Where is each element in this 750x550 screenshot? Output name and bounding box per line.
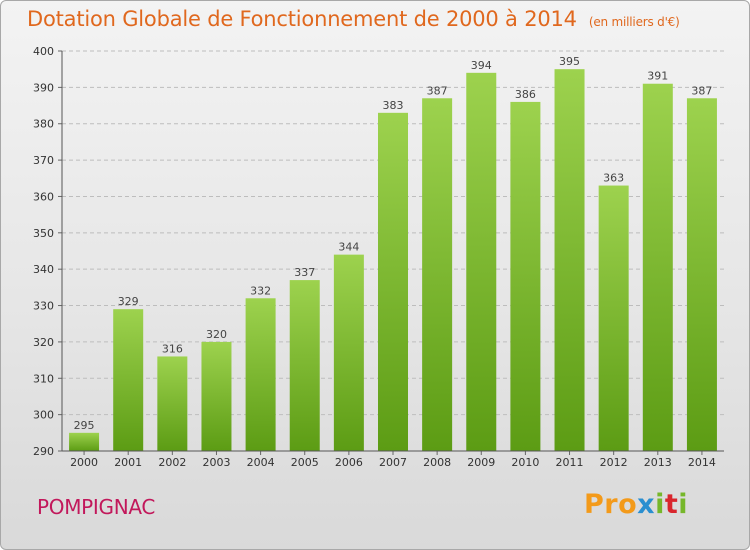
bar-value-label: 391 (647, 70, 668, 83)
x-axis-ticks: 2000 2001 2002 2003 2004 2005 2006 2007 2008 2009… (70, 451, 716, 469)
bar-value-label: 320 (206, 328, 227, 341)
y-tick-label: 360 (33, 190, 54, 203)
bar-value-label: 295 (74, 419, 95, 432)
bar (510, 101, 541, 451)
y-tick-label: 400 (33, 45, 54, 58)
chart-title: Dotation Globale de Fonctionnement de 20… (27, 7, 680, 31)
y-tick-label: 380 (33, 118, 54, 131)
y-tick-label: 390 (33, 81, 54, 94)
bar-value-label: 394 (471, 59, 492, 72)
y-tick-label: 330 (33, 300, 54, 313)
x-tick-label: 2009 (467, 456, 495, 469)
x-tick-label: 2001 (114, 456, 142, 469)
bars (69, 69, 717, 452)
bar (642, 83, 673, 452)
x-tick-label: 2003 (202, 456, 230, 469)
chart-title-text: Dotation Globale de Fonctionnement de 20… (27, 7, 577, 31)
bar (113, 309, 144, 451)
x-tick-label: 2002 (158, 456, 186, 469)
x-tick-label: 2010 (511, 456, 539, 469)
y-axis-ticks: 290 300 310 320 330 340 350 360 370 380 390 400 (33, 45, 62, 458)
bar (289, 280, 320, 451)
bar-value-label: 363 (603, 172, 624, 185)
bar (245, 298, 276, 451)
bar-value-label: 387 (427, 84, 448, 97)
bar (598, 185, 629, 451)
x-tick-label: 2012 (600, 456, 628, 469)
x-tick-label: 2005 (291, 456, 319, 469)
chart-unit: (en milliers d'€) (588, 15, 680, 29)
y-tick-label: 310 (33, 372, 54, 385)
y-tick-label: 300 (33, 409, 54, 422)
bar (378, 112, 408, 452)
x-tick-label: 2014 (688, 456, 716, 469)
bar (686, 98, 717, 451)
value-labels: 295 329 316 320 332 337 344 383 387 394 386 395 363 3… (74, 55, 713, 432)
bar-value-label: 344 (338, 241, 359, 254)
bar (466, 72, 497, 452)
proxiti-logo: Proxiti (584, 489, 689, 520)
bar (69, 432, 100, 451)
bar-value-label: 387 (691, 84, 712, 97)
x-tick-label: 2006 (335, 456, 363, 469)
x-tick-label: 2008 (423, 456, 451, 469)
y-tick-label: 320 (33, 336, 54, 349)
y-tick-label: 370 (33, 154, 54, 167)
x-tick-label: 2000 (70, 456, 98, 469)
x-tick-label: 2007 (379, 456, 407, 469)
bar (201, 341, 232, 451)
x-tick-label: 2011 (556, 456, 584, 469)
x-tick-label: 2004 (247, 456, 275, 469)
axes (61, 51, 724, 452)
bar (554, 69, 585, 451)
y-tick-label: 290 (33, 445, 54, 458)
bar-value-label: 329 (118, 295, 139, 308)
bar-value-label: 337 (294, 266, 315, 279)
bar-value-label: 395 (559, 55, 580, 68)
bar-value-label: 316 (162, 342, 183, 355)
bar-value-label: 332 (250, 284, 271, 297)
bar (422, 98, 453, 451)
bar-value-label: 383 (383, 99, 404, 112)
x-tick-label: 2013 (644, 456, 672, 469)
bar (333, 254, 364, 451)
bar (157, 356, 188, 451)
bar-value-label: 386 (515, 88, 536, 101)
commune-name: POMPIGNAC (37, 495, 156, 519)
y-tick-label: 340 (33, 263, 54, 276)
y-tick-label: 350 (33, 227, 54, 240)
